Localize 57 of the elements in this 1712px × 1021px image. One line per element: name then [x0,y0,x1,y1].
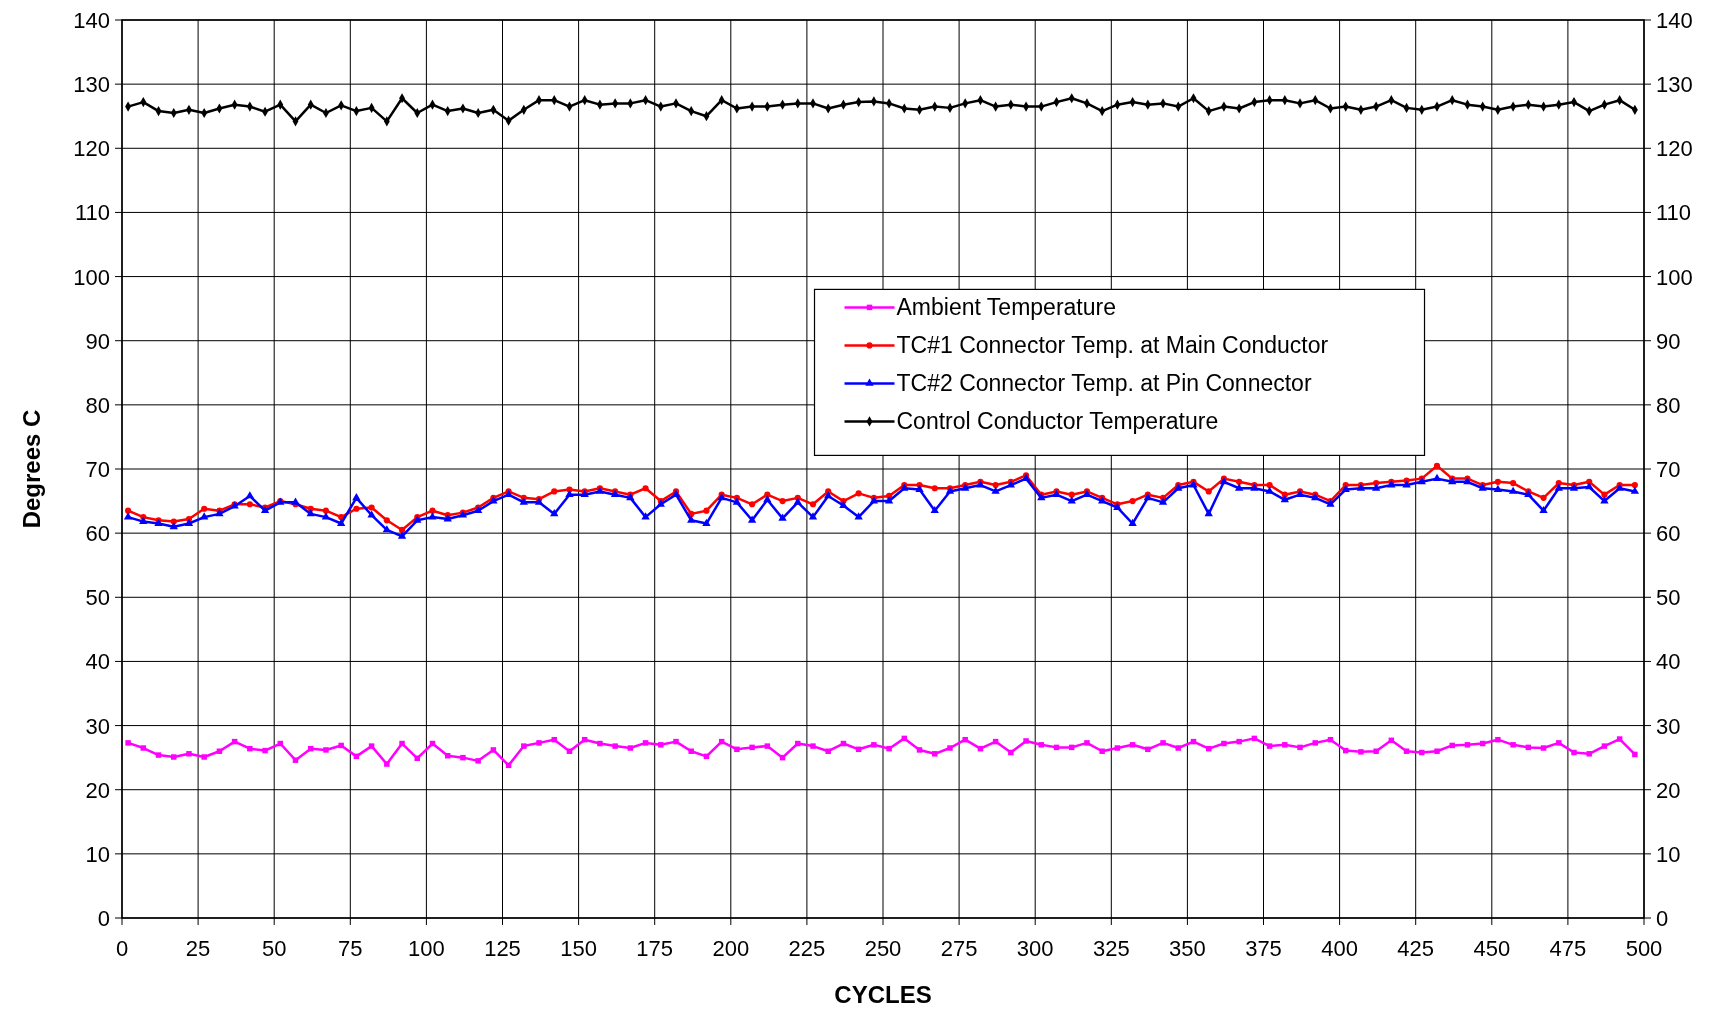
y-tick-label: 60 [85,521,110,547]
y2-tick-label: 140 [1656,8,1693,33]
y2-tick-label: 10 [1656,841,1681,867]
y-tick-label: 40 [85,649,110,675]
y2-tick-label: 110 [1656,200,1692,226]
x-tick-label: 400 [1321,936,1358,961]
x-tick-label: 225 [788,936,826,961]
y2-tick-label: 120 [1656,136,1693,162]
y-tick-label: 10 [85,841,110,867]
x-tick-label: 125 [484,936,521,961]
x-tick-label: 300 [1016,936,1054,961]
x-tick-label: 100 [408,936,445,961]
x-tick-label: 425 [1397,936,1435,961]
x-tick-label: 175 [636,936,674,961]
x-tick-label: 0 [115,936,129,961]
y-tick-label: 120 [73,136,110,162]
x-axis-title: CYCLES [834,981,932,1008]
y-tick-label: 100 [73,264,110,290]
y2-tick-label: 40 [1656,649,1681,675]
y-tick-label: 90 [85,328,110,354]
y-tick-label: 20 [85,777,110,803]
y2-tick-label: 30 [1656,713,1681,739]
y2-tick-label: 70 [1656,457,1681,482]
x-tick-label: 325 [1092,936,1130,961]
x-tick-label: 450 [1473,936,1511,961]
y-tick-label: 80 [85,392,110,418]
y-tick-label: 140 [73,8,110,33]
x-tick-label: 350 [1169,936,1206,961]
x-tick-label: 150 [560,936,597,961]
y-tick-label: 50 [85,585,110,611]
y-tick-label: 130 [73,72,110,98]
x-tick-label: 250 [864,936,902,961]
x-tick-label: 275 [940,936,978,961]
y2-tick-label: 130 [1656,72,1693,98]
x-tick-label: 500 [1625,936,1663,961]
y-tick-label: 30 [85,713,110,739]
y2-tick-label: 60 [1656,521,1681,547]
y-tick-label: 0 [97,906,110,931]
y2-tick-label: 80 [1656,392,1681,418]
legend-label: Control Conductor Temperature [896,408,1219,435]
legend-label: Ambient Temperature [896,294,1116,321]
x-tick-label: 475 [1549,936,1587,961]
x-tick-label: 75 [338,936,363,961]
x-tick-label: 50 [261,936,287,961]
y2-tick-label: 90 [1656,328,1681,354]
y-tick-label: 70 [85,457,110,482]
y-axis-title: Degrees C [18,409,45,529]
y2-tick-label: 100 [1656,264,1693,290]
y2-tick-label: 0 [1656,906,1669,931]
x-tick-label: 200 [712,936,750,961]
x-tick-label: 375 [1245,936,1282,961]
legend-label: TC#1 Connector Temp. at Main Conductor [896,332,1329,359]
y2-tick-label: 20 [1656,777,1681,803]
x-tick-label: 25 [185,936,211,961]
y2-tick-label: 50 [1656,585,1681,611]
y-tick-label: 110 [74,200,110,226]
legend-label: TC#2 Connector Temp. at Pin Connector [896,370,1312,397]
